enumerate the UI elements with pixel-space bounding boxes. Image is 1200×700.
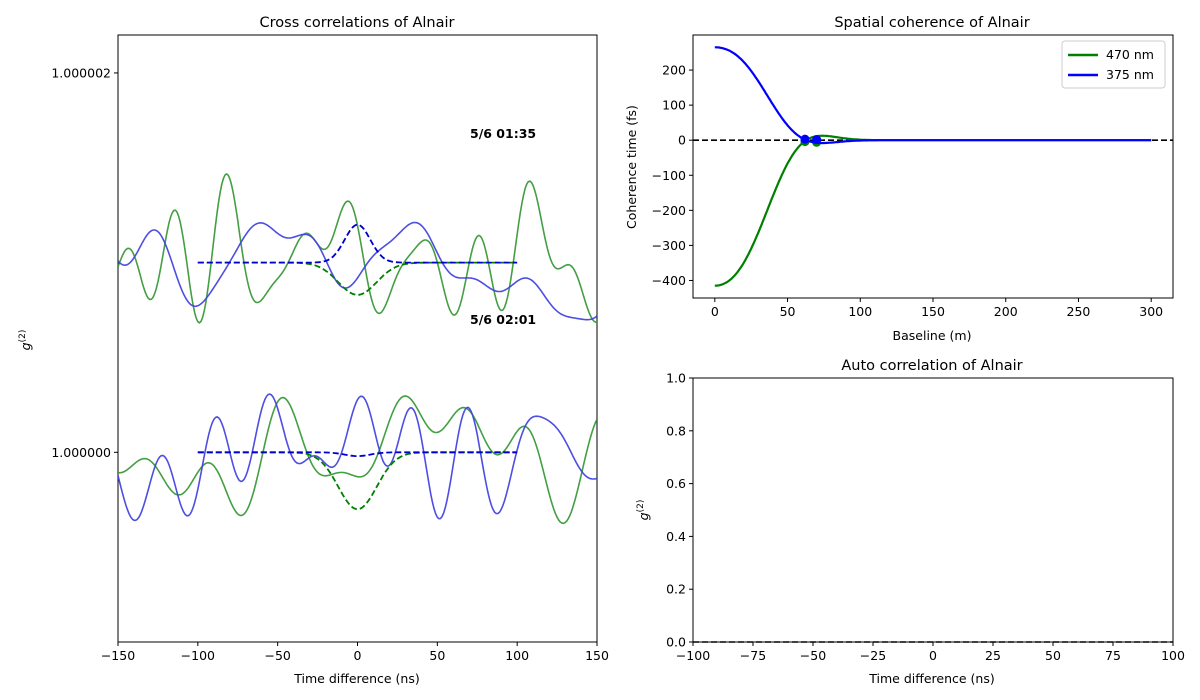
x-tick-label-4: 0 (929, 648, 937, 663)
coherence-curve-0 (714, 134, 1152, 287)
y-tick-label-2: −200 (652, 203, 686, 218)
x-tick-label-4: 50 (429, 648, 445, 663)
spatial-data-layer (693, 46, 1173, 287)
x-tick-label-1: 50 (780, 304, 796, 319)
x-tick-label-5: 100 (505, 648, 529, 663)
legend-label-470: 470 nm (1106, 47, 1154, 62)
y-tick-label-0: 1.000000 (51, 445, 111, 460)
cross-x-axis: −150 −100 −50 0 50 100 150 (101, 642, 609, 663)
spatial-x-axis: 0 50 100 150 200 250 300 (711, 298, 1163, 319)
y-tick-label-5: 1.0 (666, 371, 686, 386)
y-tick-label-3: 0.6 (666, 476, 686, 491)
spatial-ylabel: Coherence time (fs) (624, 105, 639, 229)
auto-ylabel: g(2) (636, 500, 651, 521)
fit-curve-1-1 (197, 451, 518, 457)
x-tick-label-2: −50 (264, 648, 290, 663)
x-tick-label-3: 0 (354, 648, 362, 663)
spatial-coherence-panel: Spatial coherence of Alnair 0 50 100 150 200… (624, 15, 1174, 343)
y-tick-label-4: 0.8 (666, 423, 686, 438)
cross-title: Cross correlations of Alnair (260, 15, 455, 31)
cross-traces (118, 173, 597, 525)
legend-label-375: 375 nm (1106, 67, 1154, 82)
y-tick-label-1: 0.2 (666, 582, 686, 597)
auto-title: Auto correlation of Alnair (841, 358, 1022, 374)
coherence-point-1-0 (800, 134, 810, 144)
auto-x-axis: −100 −75 −50 −25 0 25 50 75 100 (676, 642, 1185, 663)
auto-plot-area (692, 377, 1174, 643)
spatial-title: Spatial coherence of Alnair (834, 15, 1029, 31)
y-tick-label-1: 1.000002 (51, 65, 111, 80)
cross-correlation-panel: Cross correlations of Alnair −150 −100 −50… (18, 15, 609, 686)
x-tick-label-6: 150 (585, 648, 609, 663)
cross-xlabel: Time difference (ns) (293, 671, 419, 686)
y-tick-label-3: −100 (652, 168, 686, 183)
x-tick-label-7: 75 (1105, 648, 1121, 663)
coherence-curve-1 (714, 46, 1152, 145)
annotation-0201: 5/6 02:01 (470, 312, 536, 327)
spatial-legend: 470 nm 375 nm (1061, 40, 1166, 89)
x-tick-label-0: −100 (676, 648, 710, 663)
measured-trace-0-green (118, 173, 597, 324)
spatial-xlabel: Baseline (m) (893, 328, 972, 343)
x-tick-label-5: 250 (1067, 304, 1091, 319)
x-tick-label-1: −100 (181, 648, 215, 663)
x-tick-label-0: 0 (711, 304, 719, 319)
coherence-point-1-1 (812, 134, 822, 144)
auto-y-axis: 0.0 0.2 0.4 0.6 0.8 1.0 (666, 371, 693, 650)
x-tick-label-0: −150 (101, 648, 135, 663)
cross-y-axis: 1.000000 1.000002 (51, 65, 118, 460)
auto-xlabel: Time difference (ns) (868, 671, 994, 686)
fit-curve-0-1 (197, 223, 518, 264)
spatial-y-axis: −400 −300 −200 −100 0 100 200 (652, 63, 693, 288)
annotation-0135: 5/6 01:35 (470, 126, 536, 141)
cross-data-layer (118, 173, 597, 525)
y-tick-label-1: −300 (652, 238, 686, 253)
y-tick-label-6: 200 (662, 63, 686, 78)
y-tick-label-0: 0.0 (666, 635, 686, 650)
x-tick-label-6: 50 (1045, 648, 1061, 663)
fit-curve-1-0 (197, 451, 518, 511)
x-tick-label-2: −50 (800, 648, 826, 663)
x-tick-label-8: 100 (1161, 648, 1185, 663)
x-tick-label-4: 200 (994, 304, 1018, 319)
x-tick-label-6: 300 (1139, 304, 1163, 319)
measured-trace-1-green (118, 395, 597, 525)
x-tick-label-1: −75 (740, 648, 766, 663)
measured-trace-1-blue (118, 393, 597, 522)
y-tick-label-5: 100 (662, 98, 686, 113)
measured-trace-0-blue (118, 221, 597, 321)
y-tick-label-2: 0.4 (666, 529, 686, 544)
x-tick-label-2: 100 (848, 304, 872, 319)
cross-ylabel: g(2) (18, 330, 33, 351)
y-tick-label-0: −400 (652, 273, 686, 288)
x-tick-label-3: 150 (921, 304, 945, 319)
x-tick-label-3: −25 (860, 648, 886, 663)
y-tick-label-4: 0 (678, 133, 686, 148)
x-tick-label-5: 25 (985, 648, 1001, 663)
auto-correlation-panel: Auto correlation of Alnair −100 −75 −50 −25… (636, 358, 1185, 686)
